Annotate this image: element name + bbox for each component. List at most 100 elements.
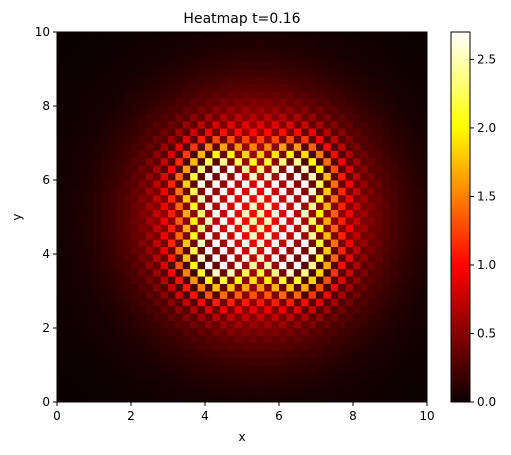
heatmap-cell <box>145 113 154 122</box>
heatmap-cell <box>205 180 213 188</box>
heatmap-cell <box>382 32 391 40</box>
heatmap-cell <box>338 328 346 336</box>
heatmap-cell <box>301 276 309 284</box>
heatmap-cell <box>390 209 398 218</box>
heatmap-cell <box>375 172 383 181</box>
heatmap-cell <box>79 387 87 395</box>
heatmap-cell <box>382 209 391 218</box>
heatmap-cell <box>242 365 250 373</box>
heatmap-cell <box>345 54 354 62</box>
heatmap-cell <box>131 150 139 159</box>
heatmap-cell <box>382 320 391 329</box>
heatmap-cell <box>64 157 73 166</box>
heatmap-cell <box>345 128 354 136</box>
heatmap-cell <box>412 76 420 85</box>
heatmap-cell <box>212 239 221 247</box>
heatmap-cell <box>234 39 243 48</box>
heatmap-cell <box>182 276 191 284</box>
x-tick-label: 8 <box>349 409 357 423</box>
heatmap-cell <box>256 350 265 358</box>
heatmap-cell <box>419 91 428 99</box>
heatmap-cell <box>353 313 361 321</box>
heatmap-cell <box>123 350 132 358</box>
heatmap-cell <box>57 209 65 218</box>
heatmap-cell <box>249 320 258 329</box>
heatmap-cell <box>323 313 332 321</box>
heatmap-cell <box>367 305 376 314</box>
heatmap-cell <box>227 128 235 136</box>
heatmap-cell <box>131 54 139 62</box>
heatmap-cell <box>404 305 413 314</box>
heatmap-cell <box>153 313 161 321</box>
heatmap-cell <box>338 39 346 48</box>
heatmap-cell <box>242 98 250 107</box>
heatmap-cell <box>367 379 376 388</box>
heatmap-cell <box>101 61 110 70</box>
heatmap-cell <box>404 379 413 388</box>
heatmap-cell <box>271 61 280 70</box>
heatmap-cell <box>286 239 295 247</box>
heatmap-cell <box>279 143 287 151</box>
heatmap-cell <box>412 106 420 114</box>
heatmap-cell <box>108 298 117 307</box>
heatmap-cell <box>94 209 102 218</box>
heatmap-cell <box>279 98 287 107</box>
heatmap-cell <box>419 113 428 122</box>
heatmap-cell <box>227 98 235 107</box>
heatmap-cell <box>101 305 110 314</box>
heatmap-cell <box>64 120 73 129</box>
heatmap-cell <box>219 268 228 277</box>
heatmap-cell <box>353 180 361 188</box>
heatmap-cell <box>323 387 332 395</box>
heatmap-cell <box>64 172 73 181</box>
heatmap-cell <box>101 231 110 240</box>
heatmap-cell <box>168 246 176 255</box>
heatmap-cell <box>205 76 213 85</box>
heatmap-cell <box>71 335 80 344</box>
heatmap-cell <box>168 350 176 358</box>
heatmap-cell <box>175 69 184 77</box>
heatmap-cell <box>197 313 206 321</box>
heatmap-cell <box>153 350 161 358</box>
heatmap-cell <box>390 120 398 129</box>
heatmap-cell <box>308 372 317 381</box>
heatmap-cell <box>212 194 221 203</box>
heatmap-cell <box>138 217 147 225</box>
heatmap-cell <box>316 76 324 85</box>
heatmap-cell <box>145 313 154 321</box>
heatmap-cell <box>390 305 398 314</box>
heatmap-cell <box>116 135 124 144</box>
heatmap-cell <box>293 239 302 247</box>
heatmap-cell <box>390 261 398 270</box>
heatmap-cell <box>131 69 139 77</box>
heatmap-cell <box>175 283 184 292</box>
heatmap-cell <box>412 224 420 233</box>
heatmap-cell <box>160 231 169 240</box>
heatmap-cell <box>219 120 228 129</box>
heatmap-cell <box>145 39 154 48</box>
heatmap-cell <box>330 313 339 321</box>
heatmap-cell <box>279 128 287 136</box>
heatmap-cell <box>293 128 302 136</box>
heatmap-cell <box>71 268 80 277</box>
heatmap-cell <box>264 357 272 366</box>
heatmap-cell <box>330 261 339 270</box>
heatmap-cell <box>382 268 391 277</box>
heatmap-cell <box>316 224 324 233</box>
heatmap-cell <box>227 298 235 307</box>
heatmap-cell <box>227 69 235 77</box>
heatmap-cell <box>108 143 117 151</box>
heatmap-cell <box>397 143 406 151</box>
heatmap-cell <box>123 135 132 144</box>
heatmap-cell <box>353 379 361 388</box>
heatmap-cell <box>79 224 87 233</box>
heatmap-cell <box>360 217 369 225</box>
heatmap-cell <box>375 120 383 129</box>
heatmap-cell <box>360 180 369 188</box>
heatmap-cell <box>190 246 198 255</box>
heatmap-cell <box>367 224 376 233</box>
heatmap-cell <box>190 365 198 373</box>
heatmap-cell <box>212 69 221 77</box>
heatmap-cell <box>116 268 124 277</box>
heatmap-cell <box>86 283 95 292</box>
